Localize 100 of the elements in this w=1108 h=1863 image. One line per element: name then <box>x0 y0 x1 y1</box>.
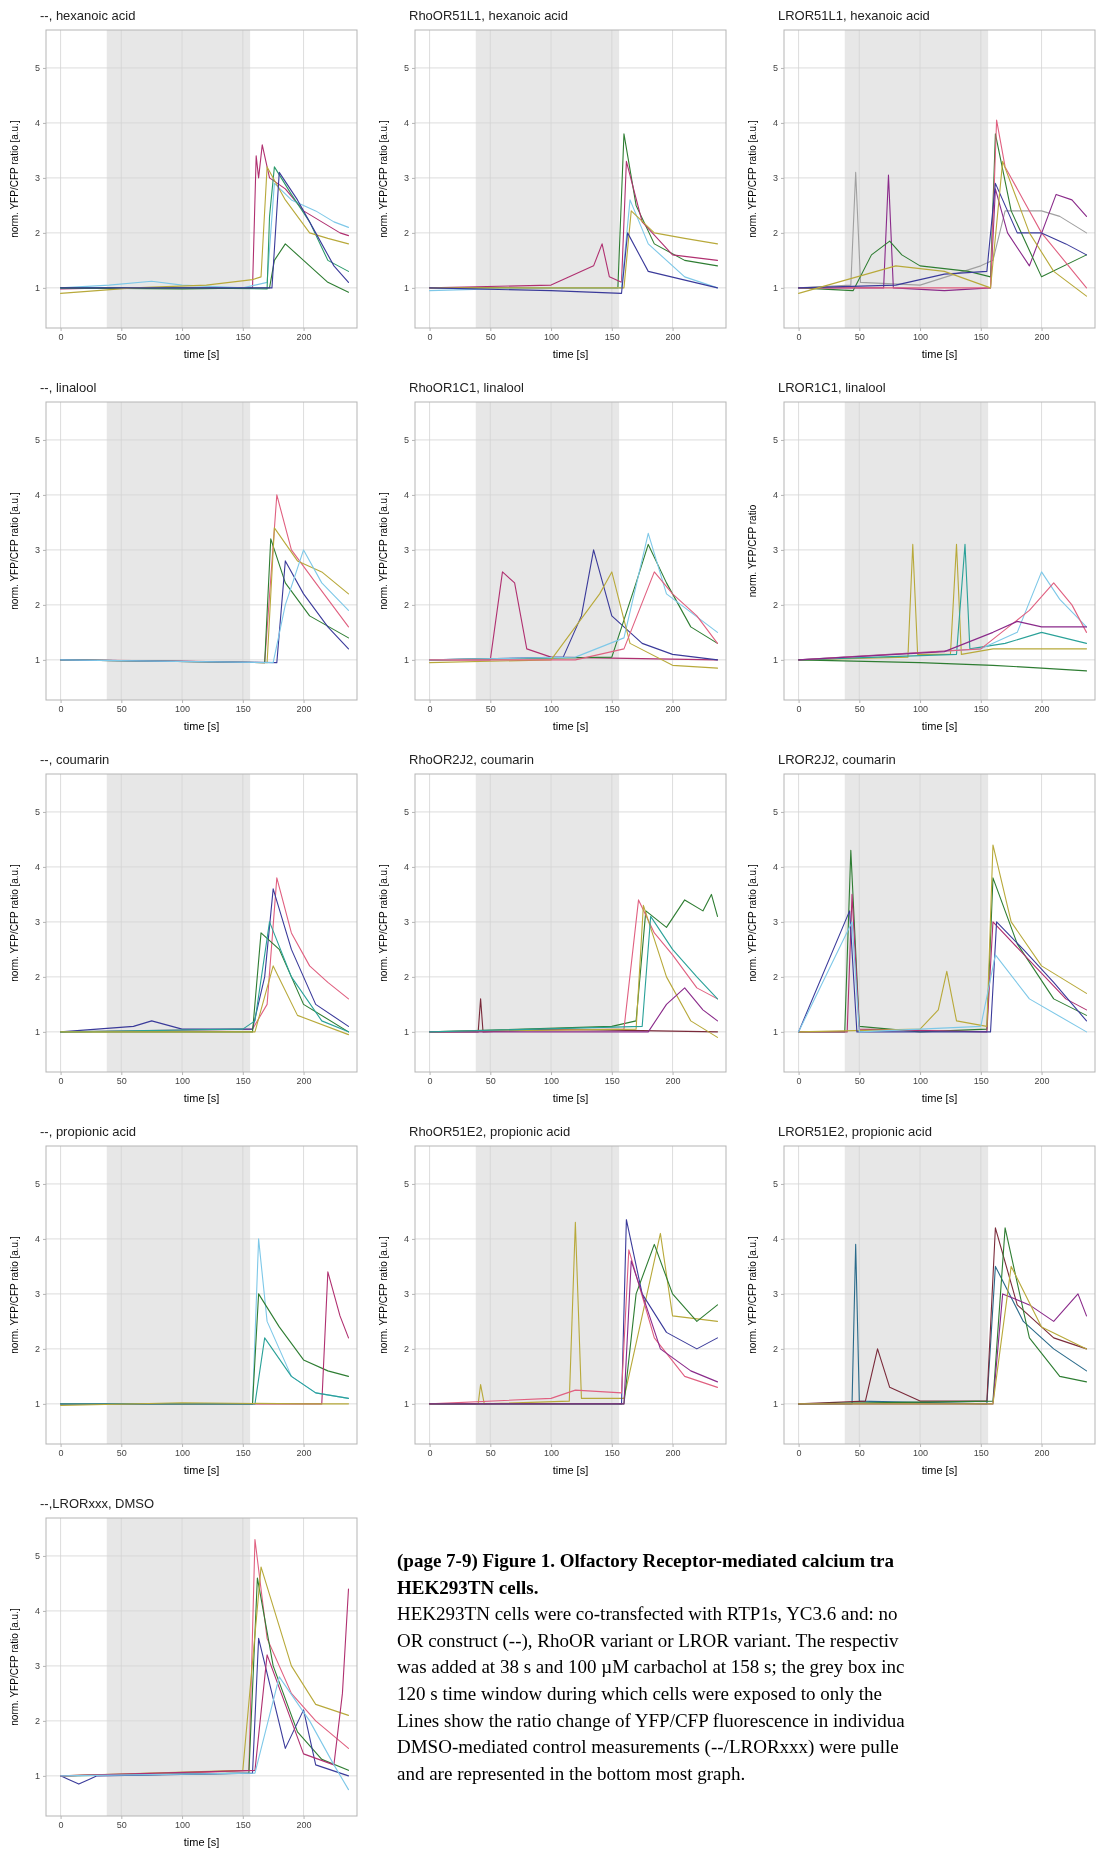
x-tick-label: 150 <box>235 332 251 343</box>
y-tick-label: 4 <box>772 1234 778 1245</box>
y-axis-title: norm. YFP/CFP ratio [a.u.] <box>9 120 20 238</box>
y-axis-title: norm. YFP/CFP ratio [a.u.] <box>9 492 20 610</box>
x-tick-label: 100 <box>544 1448 560 1459</box>
x-tick-label: 100 <box>175 1820 191 1831</box>
x-tick-label: 150 <box>235 704 251 715</box>
y-tick-label: 3 <box>403 917 409 928</box>
x-tick-label: 150 <box>604 704 620 715</box>
x-tick-label: 200 <box>665 1448 681 1459</box>
y-tick-label: 1 <box>34 1027 40 1038</box>
x-axis-title: time [s] <box>921 1092 958 1104</box>
chart-title: RhoOR51E2, propionic acid <box>409 1124 571 1139</box>
chart-title: LROR1C1, linalool <box>778 380 886 395</box>
y-tick-label: 2 <box>34 228 40 239</box>
y-tick-label: 1 <box>34 1771 40 1782</box>
x-tick-label: 200 <box>1034 704 1050 715</box>
text: DMSO-mediated control measurements (--/LRORxxx) were pulle <box>397 1735 900 1760</box>
x-tick-label: 0 <box>796 1076 802 1087</box>
y-tick-label: 3 <box>403 173 409 184</box>
y-axis-title: norm. YFP/CFP ratio [a.u.] <box>378 864 389 982</box>
x-tick-label: 150 <box>973 1076 989 1087</box>
x-tick-label: 100 <box>913 1076 929 1087</box>
text: HEK293TN cells. <box>397 1575 540 1600</box>
x-tick-label: 50 <box>485 332 496 343</box>
y-tick-label: 2 <box>34 1344 40 1355</box>
y-tick-label: 4 <box>403 1234 409 1245</box>
chart-title: --, propionic acid <box>40 1124 137 1139</box>
y-tick-label: 2 <box>772 228 778 239</box>
y-axis-title: norm. YFP/CFP ratio [a.u.] <box>378 492 389 610</box>
chart-title: --, linalool <box>40 380 97 395</box>
x-tick-label: 50 <box>854 332 865 343</box>
y-tick-label: 1 <box>34 1399 40 1410</box>
y-tick-label: 2 <box>772 1344 778 1355</box>
y-tick-label: 3 <box>772 917 778 928</box>
x-tick-label: 50 <box>116 1448 127 1459</box>
x-tick-label: 0 <box>427 1448 433 1459</box>
y-tick-label: 1 <box>403 1399 409 1410</box>
x-tick-label: 0 <box>427 704 433 715</box>
x-tick-label: 50 <box>854 1448 865 1459</box>
x-axis-title: time [s] <box>552 720 589 732</box>
x-tick-label: 0 <box>58 1076 64 1087</box>
x-tick-label: 0 <box>796 1448 802 1459</box>
y-tick-label: 5 <box>403 1179 409 1190</box>
y-tick-label: 2 <box>34 972 40 983</box>
text: HEK293TN cells were co-transfected with RTP1s, YC3.6 and: no <box>397 1602 899 1627</box>
y-axis-title: norm. YFP/CFP ratio [a.u.] <box>9 1236 20 1354</box>
x-tick-label: 200 <box>1034 1076 1050 1087</box>
x-tick-label: 200 <box>296 1820 312 1831</box>
x-tick-label: 200 <box>665 1076 681 1087</box>
y-axis-title: norm. YFP/CFP ratio [a.u.] <box>747 120 758 238</box>
x-tick-label: 150 <box>235 1820 251 1831</box>
chart-title: LROR51L1, hexanoic acid <box>778 8 930 23</box>
text: was added at 38 s and 100 µM carbachol at 158 s; the grey box inc <box>397 1655 906 1680</box>
x-tick-label: 50 <box>116 1076 127 1087</box>
y-axis-title: norm. YFP/CFP ratio [a.u.] <box>9 864 20 982</box>
chart-title: RhoOR1C1, linalool <box>409 380 524 395</box>
text: and are represented in the bottom most graph. <box>397 1761 747 1786</box>
x-tick-label: 0 <box>58 1820 64 1831</box>
y-tick-label: 1 <box>34 655 40 666</box>
x-tick-label: 200 <box>296 704 312 715</box>
y-tick-label: 3 <box>34 545 40 556</box>
x-tick-label: 150 <box>604 1448 620 1459</box>
y-tick-label: 5 <box>34 807 40 818</box>
y-tick-label: 1 <box>772 655 778 666</box>
chart-title: RhoOR2J2, coumarin <box>409 752 534 767</box>
x-tick-label: 0 <box>796 332 802 343</box>
y-tick-label: 1 <box>772 283 778 294</box>
y-tick-label: 5 <box>772 1179 778 1190</box>
x-tick-label: 100 <box>175 704 191 715</box>
x-tick-label: 50 <box>116 1820 127 1831</box>
y-tick-label: 3 <box>34 917 40 928</box>
x-tick-label: 100 <box>544 1076 560 1087</box>
y-tick-label: 1 <box>403 655 409 666</box>
y-tick-label: 4 <box>772 118 778 129</box>
x-tick-label: 100 <box>913 704 929 715</box>
x-tick-label: 100 <box>913 332 929 343</box>
y-tick-label: 3 <box>34 173 40 184</box>
x-tick-label: 200 <box>1034 1448 1050 1459</box>
x-tick-label: 50 <box>116 332 127 343</box>
y-tick-label: 5 <box>34 1551 40 1562</box>
chart-title: LROR2J2, coumarin <box>778 752 896 767</box>
text: Lines show the ratio change of YFP/CFP fluorescence in individua <box>397 1708 906 1733</box>
y-tick-label: 5 <box>403 63 409 74</box>
x-tick-label: 50 <box>116 704 127 715</box>
x-tick-label: 50 <box>485 704 496 715</box>
y-tick-label: 5 <box>34 63 40 74</box>
y-tick-label: 5 <box>772 807 778 818</box>
x-tick-label: 100 <box>175 332 191 343</box>
chart-title: --, coumarin <box>40 752 110 767</box>
x-tick-label: 150 <box>604 332 620 343</box>
chart-title: RhoOR51L1, hexanoic acid <box>409 8 568 23</box>
y-tick-label: 5 <box>403 435 409 446</box>
y-tick-label: 4 <box>34 862 40 873</box>
y-tick-label: 4 <box>34 1234 40 1245</box>
x-tick-label: 0 <box>427 1076 433 1087</box>
x-tick-label: 150 <box>973 704 989 715</box>
chart-title: LROR51E2, propionic acid <box>778 1124 932 1139</box>
x-tick-label: 0 <box>58 332 64 343</box>
chart-title: --,LRORxxx, DMSO <box>40 1496 155 1511</box>
